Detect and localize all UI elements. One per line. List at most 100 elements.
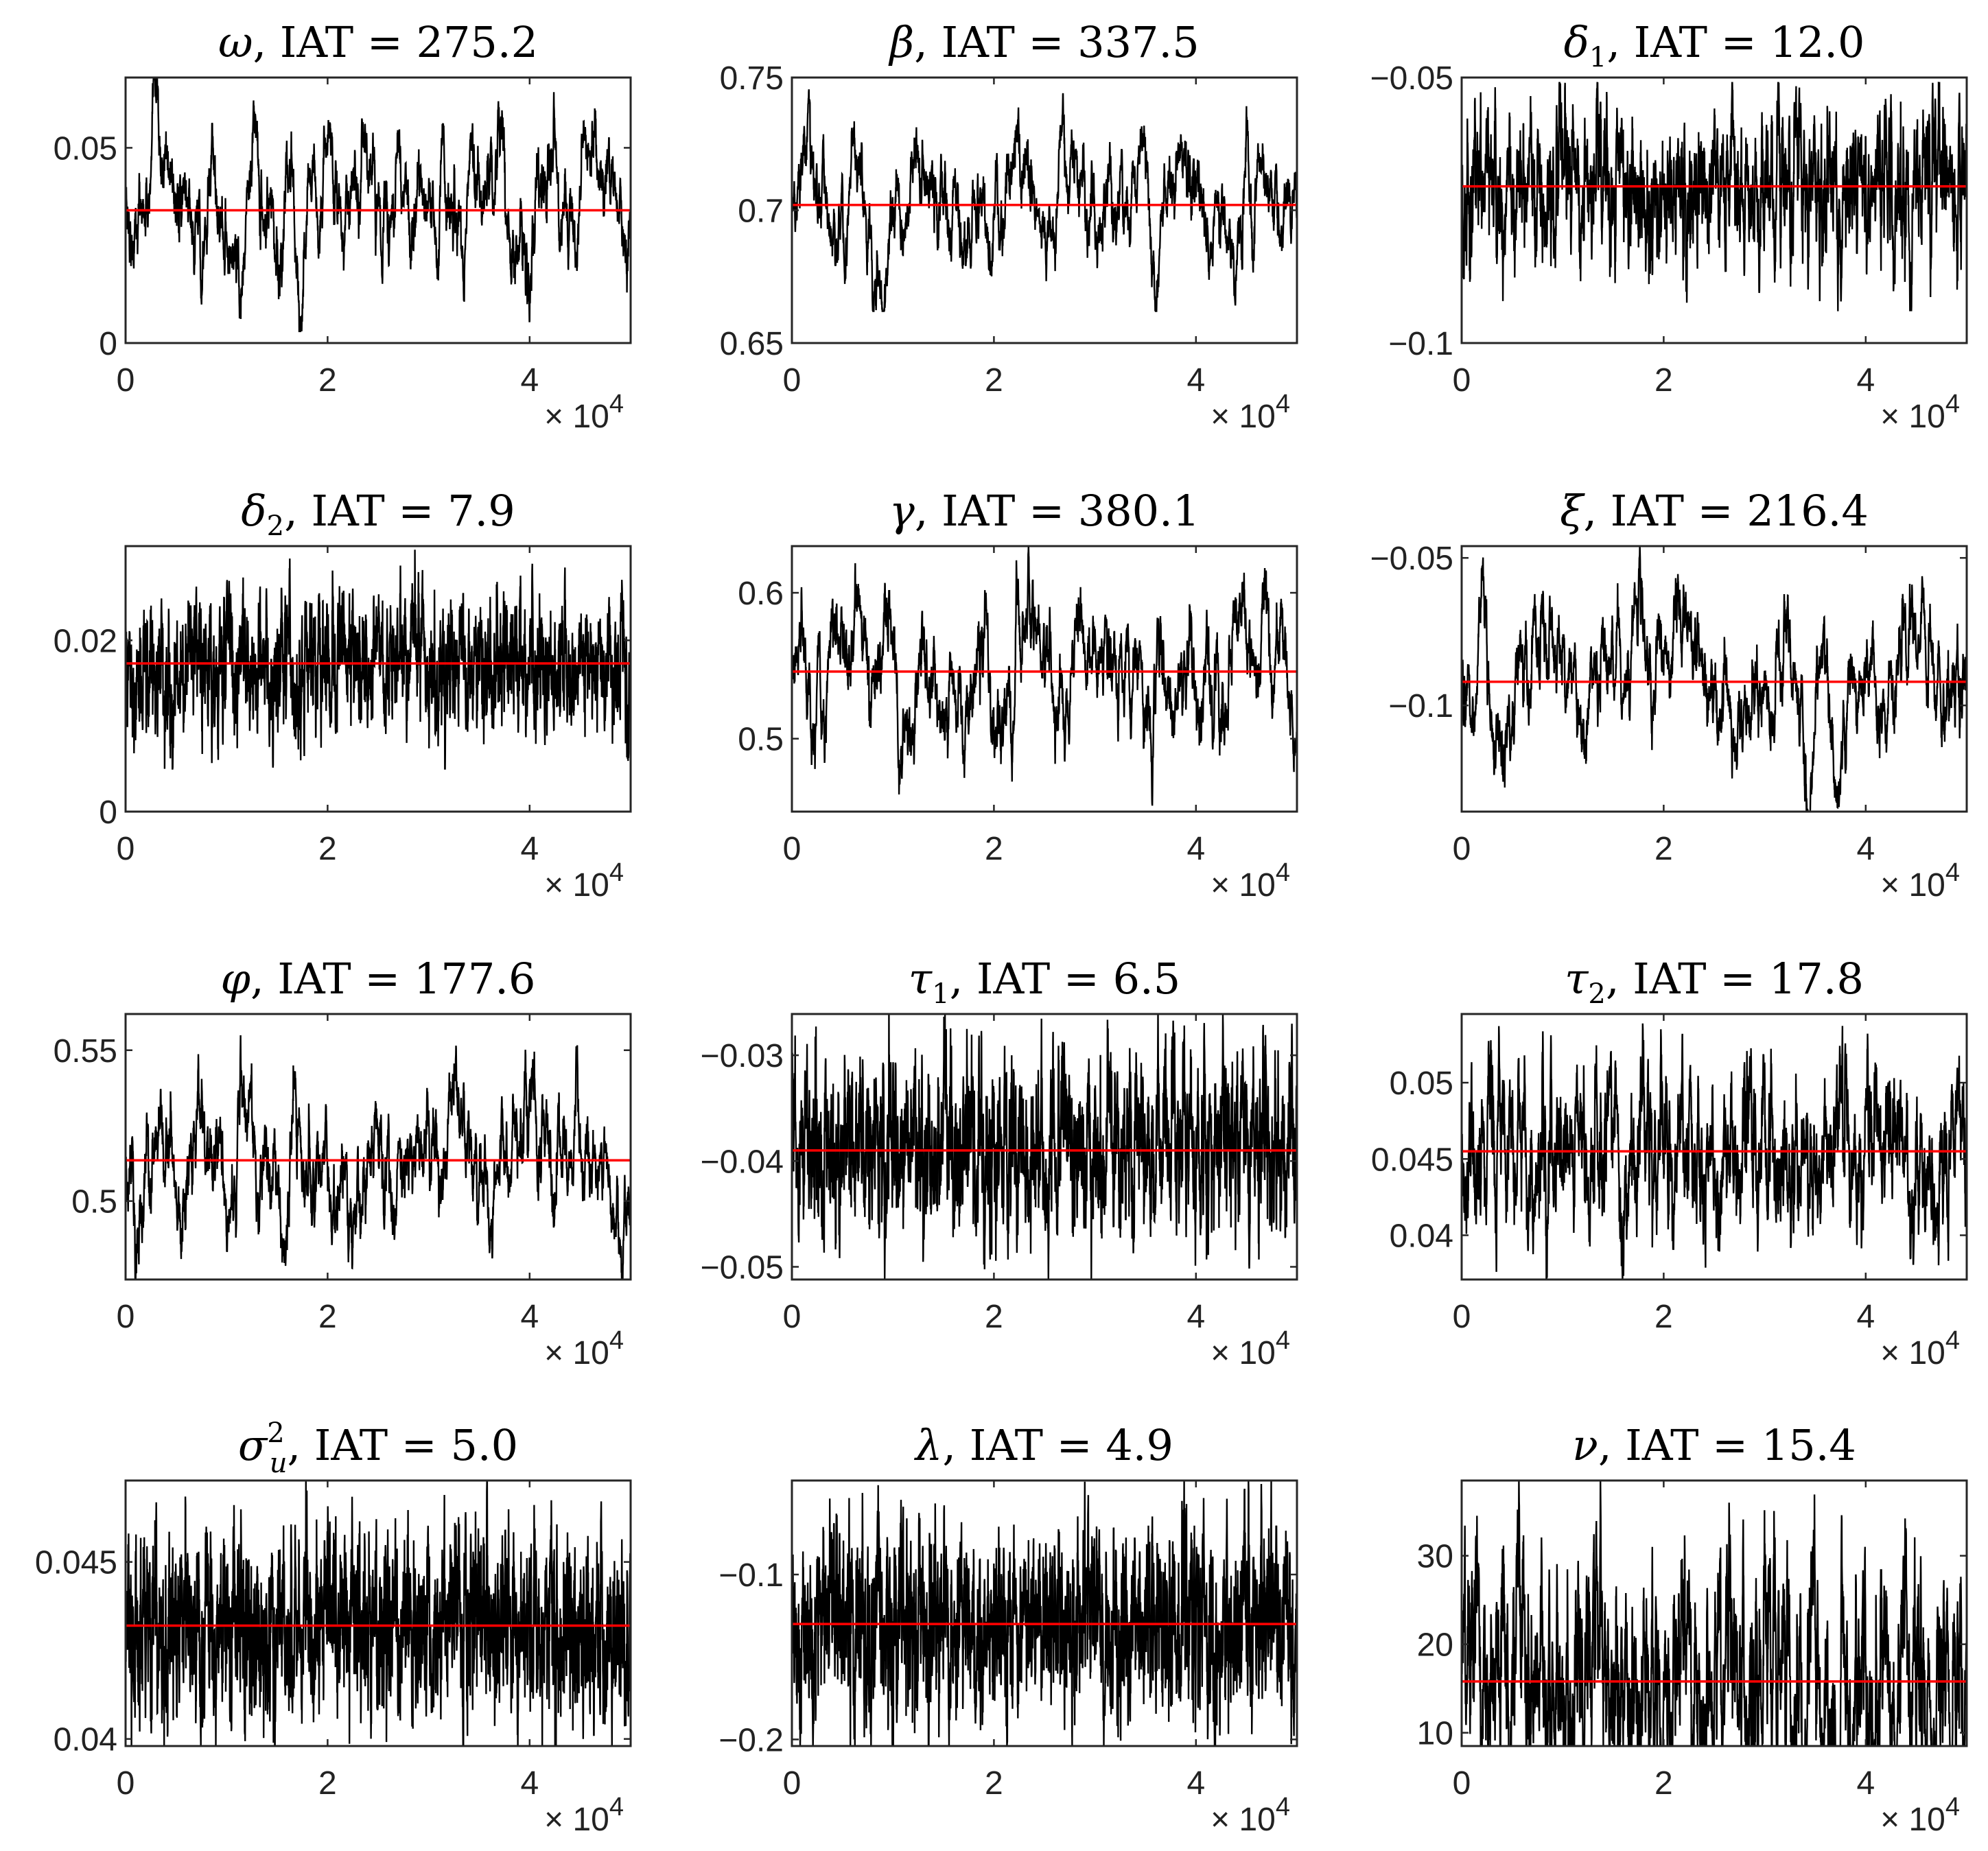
x-multiplier-label: × 104 (1880, 1326, 1960, 1371)
x-tick-label: 0 (783, 362, 802, 399)
y-tick-label: 0.05 (1390, 1065, 1453, 1102)
trace-panel: 0 2 4× 104 0 0.02 δ2, IAT = 7.9 (54, 486, 632, 904)
x-tick-label: 4 (520, 1299, 539, 1335)
y-tick-label: 0.04 (54, 1722, 117, 1758)
trace-panel: 0 2 4× 104 0.5 0.55 φ, IAT = 177.6 (54, 954, 632, 1371)
trace-panel: 0 2 4× 104 0.04 0.045 0.05 τ2, IAT = 17.8 (1371, 954, 1968, 1371)
y-tick-label: 0 (99, 326, 117, 362)
y-tick-label: 0.55 (54, 1033, 117, 1070)
panel-title: φ, IAT = 177.6 (221, 954, 536, 1004)
x-tick-label: 2 (318, 1299, 337, 1335)
y-tick-label: −0.1 (718, 1557, 784, 1594)
trace-panel: 0 2 4× 104 0.65 0.7 0.75 β, IAT = 337.5 (720, 17, 1298, 435)
x-multiplier-label: × 104 (1211, 390, 1290, 435)
panel-title: δ1, IAT = 12.0 (1564, 17, 1865, 73)
y-tick-label: 0.65 (720, 326, 784, 362)
x-tick-label: 2 (1654, 1765, 1673, 1802)
y-tick-label: 0.045 (35, 1545, 117, 1581)
trace-series-line (1462, 1023, 1967, 1280)
x-tick-label: 4 (520, 1765, 539, 1802)
x-multiplier-label: × 104 (544, 390, 624, 435)
axes-box (1460, 1479, 1968, 1747)
axes-box (791, 1479, 1298, 1747)
x-multiplier-label: × 104 (544, 1326, 624, 1371)
panel-title: τ2, IAT = 17.8 (1565, 954, 1864, 1010)
y-tick-label: 0.05 (54, 130, 117, 167)
y-tick-label: 0.7 (738, 193, 784, 230)
y-tick-label: −0.05 (1370, 541, 1453, 577)
x-multiplier-label: × 104 (1880, 1793, 1960, 1838)
y-tick-label: 30 (1417, 1539, 1453, 1575)
x-tick-label: 4 (1186, 831, 1205, 867)
trace-series-line (1462, 1481, 1967, 1746)
y-tick-label: 0.5 (738, 722, 784, 758)
trace-panel: 0 2 4× 104 0 0.05 ω, IAT = 275.2 (54, 17, 632, 435)
x-tick-label: 2 (318, 362, 337, 399)
x-tick-label: 2 (1654, 362, 1673, 399)
axes-box (1460, 1013, 1968, 1281)
axes-box (124, 1479, 632, 1747)
x-tick-label: 0 (117, 1765, 135, 1802)
x-tick-label: 4 (1856, 1299, 1875, 1335)
trace-series-line (126, 1035, 631, 1280)
y-tick-label: −0.2 (718, 1722, 784, 1758)
axes-box (124, 1013, 632, 1281)
x-multiplier-label: × 104 (544, 858, 624, 904)
panel-title: ν, IAT = 15.4 (1572, 1420, 1856, 1470)
y-tick-label: −0.03 (701, 1038, 784, 1074)
x-tick-label: 0 (783, 1299, 802, 1335)
y-tick-label: −0.04 (701, 1144, 784, 1180)
y-tick-label: 10 (1417, 1716, 1453, 1752)
x-tick-label: 0 (117, 362, 135, 399)
x-tick-label: 4 (520, 831, 539, 867)
x-tick-label: 2 (985, 362, 1003, 399)
x-tick-label: 2 (985, 831, 1003, 867)
trace-panel: 0 2 4× 104 −0.05 −0.04 −0.03 τ1, IAT = 6.5 (701, 954, 1298, 1371)
x-multiplier-label: × 104 (1211, 1793, 1290, 1838)
x-tick-label: 0 (783, 831, 802, 867)
trace-panel: 0 2 4× 104 10 20 30 ν, IAT = 15.4 (1417, 1420, 1968, 1838)
panel-title: ω, IAT = 275.2 (218, 17, 538, 67)
trace-panel: 0 2 4× 104 0.5 0.6 γ, IAT = 380.1 (738, 486, 1298, 904)
axes-box (791, 1013, 1298, 1281)
axes-box (124, 545, 632, 813)
panel-title: γ, IAT = 380.1 (889, 486, 1200, 536)
y-tick-label: 0 (99, 794, 117, 831)
trace-series-line (792, 89, 1297, 312)
trace-panel: 0 2 4× 104 0.04 0.045 σ2 u, IAT = 5.0 (35, 1417, 632, 1838)
trace-panel: 0 2 4× 104 −0.1 −0.05 δ1, IAT = 12.0 (1370, 17, 1968, 435)
trace-series-line (126, 1481, 631, 1746)
x-tick-label: 2 (985, 1765, 1003, 1802)
x-tick-label: 4 (1856, 831, 1875, 867)
x-tick-label: 0 (1453, 831, 1471, 867)
x-tick-label: 0 (783, 1765, 802, 1802)
x-multiplier-label: × 104 (1880, 858, 1960, 904)
y-tick-label: −0.05 (1370, 60, 1453, 97)
x-tick-label: 4 (1856, 1765, 1875, 1802)
y-tick-label: 0.02 (54, 623, 117, 659)
trace-series-line (126, 78, 631, 333)
axes-box (124, 76, 632, 344)
x-multiplier-label: × 104 (1211, 1326, 1290, 1371)
trace-panel: 0 2 4× 104 −0.2 −0.1 λ, IAT = 4.9 (718, 1420, 1298, 1838)
x-tick-label: 4 (1186, 1299, 1205, 1335)
x-tick-label: 2 (985, 1299, 1003, 1335)
panel-title: τ1, IAT = 6.5 (909, 954, 1180, 1010)
y-tick-label: 20 (1417, 1627, 1453, 1664)
x-tick-label: 2 (1654, 831, 1673, 867)
panel-title: δ2, IAT = 7.9 (241, 486, 515, 542)
x-multiplier-label: × 104 (544, 1793, 624, 1838)
x-tick-label: 0 (1453, 362, 1471, 399)
x-tick-label: 2 (318, 831, 337, 867)
trace-series-line (126, 550, 631, 770)
panel-title: λ, IAT = 4.9 (913, 1420, 1173, 1470)
panel-title: ξ, IAT = 216.4 (1560, 486, 1869, 536)
y-tick-label: −0.1 (1388, 688, 1453, 724)
panel-title: β, IAT = 337.5 (888, 17, 1199, 67)
y-tick-label: 0.5 (71, 1184, 117, 1221)
y-tick-label: −0.05 (701, 1249, 784, 1286)
y-tick-label: 0.75 (720, 60, 784, 97)
trace-series-line (1462, 82, 1967, 311)
